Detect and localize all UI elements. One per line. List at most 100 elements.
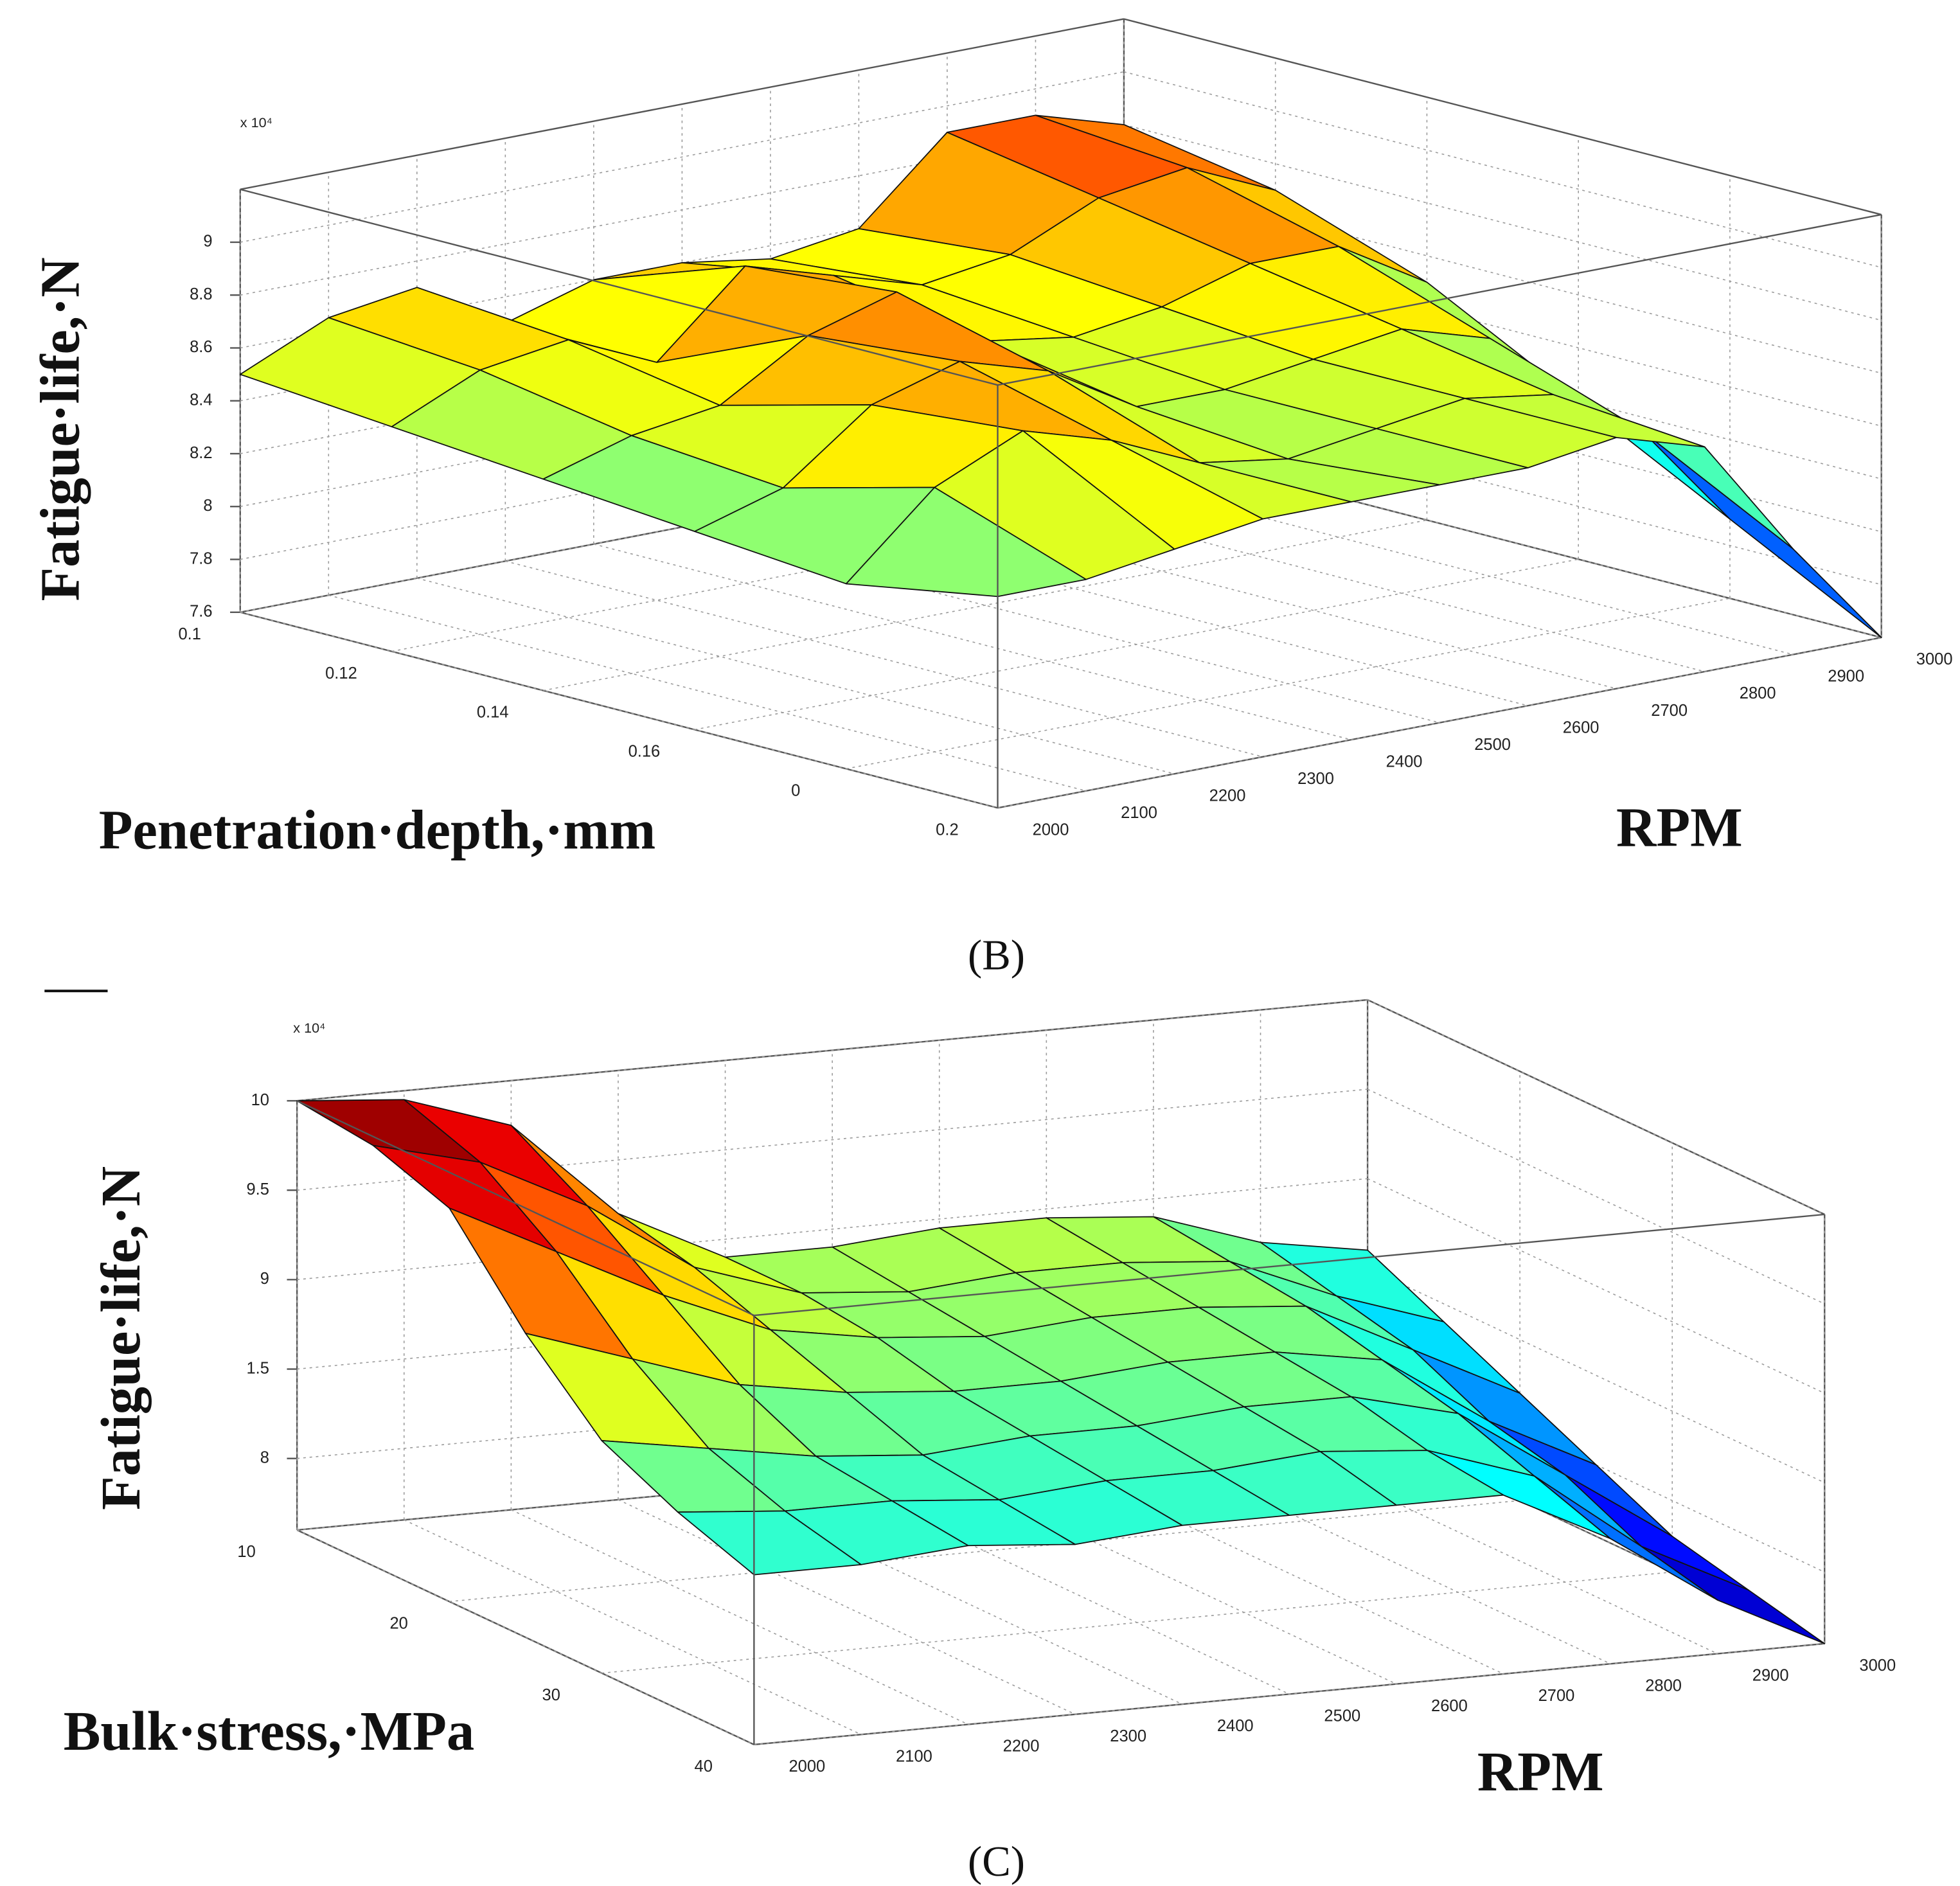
grid-line bbox=[593, 543, 1351, 740]
panel-label: (B) bbox=[968, 931, 1025, 979]
x-tick-label: 2500 bbox=[1474, 736, 1511, 754]
grid-line bbox=[859, 492, 1617, 689]
x-tick-label: 2600 bbox=[1563, 718, 1599, 736]
grid-line bbox=[240, 612, 998, 809]
grid-line bbox=[297, 1178, 1368, 1281]
y-tick-label: 0.14 bbox=[477, 704, 509, 722]
x-tick-label: 3000 bbox=[1859, 1657, 1896, 1675]
multiplier: x 10⁴ bbox=[240, 114, 272, 130]
multiplier: x 10⁴ bbox=[293, 1020, 325, 1036]
x-tick-label: 2800 bbox=[1645, 1677, 1682, 1695]
grid-line bbox=[1035, 458, 1794, 655]
y-tick-label: 0.2 bbox=[936, 821, 958, 839]
grid-line bbox=[1123, 283, 1882, 480]
grid-line bbox=[505, 560, 1263, 758]
x-tick-label: 2400 bbox=[1217, 1717, 1254, 1735]
grid-line bbox=[1123, 229, 1882, 427]
y-tick-label: 0 bbox=[791, 782, 800, 800]
grid-line bbox=[682, 526, 1440, 724]
grid-line bbox=[297, 999, 1368, 1101]
z-tick-label: 7.8 bbox=[190, 549, 212, 567]
z-tick-label: 10 bbox=[251, 1091, 269, 1109]
axis-box-edge bbox=[997, 213, 1882, 386]
y-tick-label: 20 bbox=[389, 1614, 407, 1632]
x-tick-label: 2200 bbox=[1209, 787, 1246, 805]
z-tick-label: 9.5 bbox=[246, 1180, 269, 1198]
panel-label: (C) bbox=[968, 1838, 1025, 1885]
grid-line bbox=[416, 577, 1175, 775]
x-tick-label: 2800 bbox=[1740, 684, 1776, 702]
axis-box-edge bbox=[1367, 999, 1825, 1215]
y-axis-label: Penetration·depth,·mm bbox=[99, 799, 656, 860]
grid-line bbox=[1123, 335, 1882, 533]
x-tick-label: 2500 bbox=[1324, 1707, 1360, 1725]
grid-line bbox=[997, 637, 1882, 809]
grid-line bbox=[1123, 177, 1882, 374]
z-tick-label: 9 bbox=[203, 233, 212, 251]
y-tick-label: 0.16 bbox=[628, 743, 661, 761]
z-tick-label: 8.8 bbox=[190, 285, 212, 303]
axis-box-edge bbox=[754, 1213, 1825, 1317]
grid-line bbox=[404, 1519, 862, 1735]
x-tick-label: 3000 bbox=[1916, 650, 1953, 668]
grid-line bbox=[694, 558, 1579, 731]
surface-patch bbox=[1564, 1474, 1749, 1591]
z-tick-label: 1.5 bbox=[246, 1359, 269, 1377]
z-tick-label: 9 bbox=[260, 1270, 269, 1288]
z-tick-label: 8.2 bbox=[190, 444, 212, 462]
y-tick-label: 30 bbox=[542, 1686, 560, 1704]
grid-line bbox=[1123, 71, 1882, 268]
y-tick-label: 10 bbox=[237, 1543, 255, 1561]
x-tick-label: 2700 bbox=[1538, 1687, 1575, 1705]
grid-line bbox=[1367, 999, 1825, 1215]
surface-patch bbox=[677, 1510, 862, 1576]
x-tick-label: 2300 bbox=[1110, 1727, 1146, 1745]
grid-line bbox=[1367, 1267, 1825, 1484]
axis-box-edge bbox=[240, 188, 998, 386]
z-tick-label: 8.6 bbox=[190, 338, 212, 356]
grid-line bbox=[770, 509, 1528, 706]
x-tick-label: 2100 bbox=[896, 1747, 932, 1765]
x-tick-label: 2100 bbox=[1121, 804, 1157, 822]
axis-box-edge bbox=[296, 1099, 754, 1317]
y-tick-label: 0.12 bbox=[325, 664, 357, 682]
grid-line bbox=[449, 1500, 1520, 1603]
grid-line bbox=[1367, 1178, 1825, 1394]
grid-line bbox=[846, 598, 1731, 770]
grid-line bbox=[543, 519, 1427, 691]
axis-box-edge bbox=[240, 18, 1125, 190]
surface-patch bbox=[845, 486, 1087, 598]
x-tick-label: 2200 bbox=[1003, 1738, 1040, 1756]
grid-line bbox=[296, 1529, 754, 1745]
z-tick-label: 8 bbox=[203, 497, 212, 515]
z-axis-label: Fatigue·life,·N bbox=[30, 257, 91, 601]
x-tick-label: 2900 bbox=[1752, 1667, 1789, 1685]
z-tick-label: 8 bbox=[260, 1448, 269, 1466]
x-tick-label: 2000 bbox=[1033, 821, 1069, 839]
grid-line bbox=[511, 1509, 968, 1725]
y-tick-label: 0.1 bbox=[178, 625, 200, 643]
grid-line bbox=[618, 1499, 1076, 1715]
grid-line bbox=[947, 475, 1705, 672]
x-tick-label: 2000 bbox=[788, 1757, 825, 1775]
x-axis-label: RPM bbox=[1616, 796, 1743, 858]
z-axis-label: Fatigue·life,·N bbox=[90, 1166, 152, 1510]
x-tick-label: 2300 bbox=[1297, 770, 1334, 788]
grid-line bbox=[1367, 1089, 1825, 1304]
grid-line bbox=[601, 1571, 1673, 1674]
surface-patch bbox=[1641, 1545, 1826, 1644]
axis-box-edge bbox=[1123, 18, 1882, 216]
grid-line bbox=[754, 1643, 1825, 1745]
grid-line bbox=[1123, 388, 1882, 585]
grid-line bbox=[240, 71, 1125, 243]
x-tick-label: 2600 bbox=[1431, 1697, 1468, 1715]
grid-line bbox=[1123, 441, 1882, 638]
z-tick-label: 8.4 bbox=[190, 391, 212, 409]
y-axis-label: Bulk·stress,·MPa bbox=[64, 1700, 474, 1762]
x-tick-label: 2900 bbox=[1828, 668, 1864, 686]
grid-line bbox=[1123, 124, 1882, 321]
grid-line bbox=[328, 594, 1087, 792]
x-tick-label: 2400 bbox=[1386, 752, 1423, 770]
